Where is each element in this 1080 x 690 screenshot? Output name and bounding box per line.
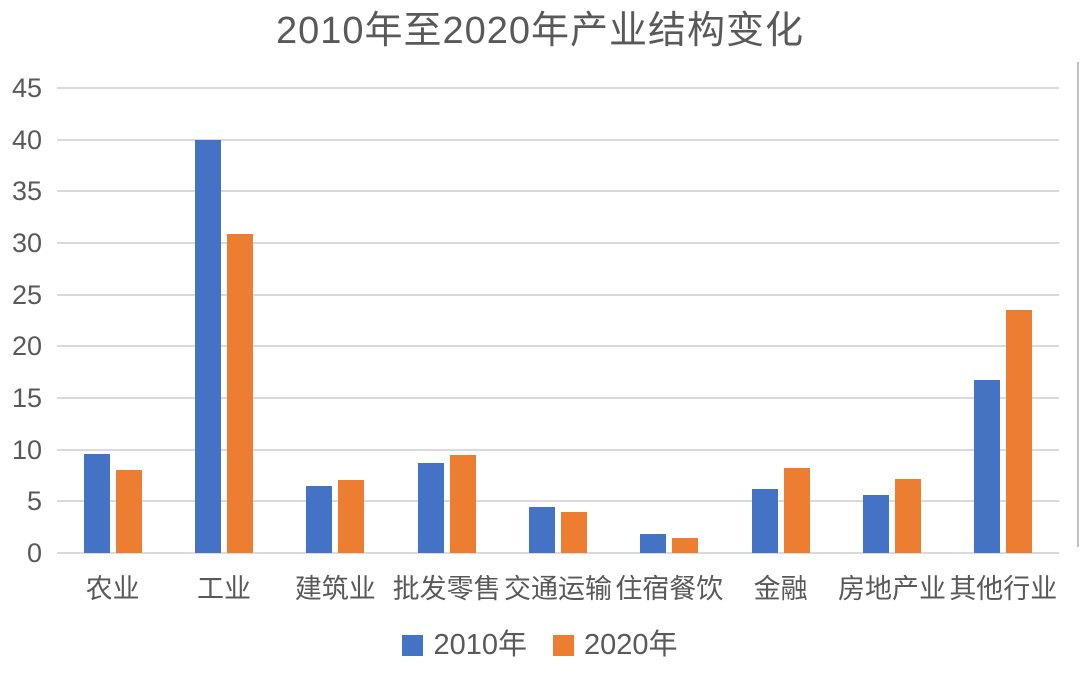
y-axis-tick-label: 35	[11, 176, 42, 207]
legend-item-2010年: 2010年	[402, 631, 527, 660]
y-axis-tick-label: 45	[11, 73, 42, 103]
bar-group	[391, 88, 502, 553]
bar-2010年	[751, 488, 778, 553]
x-axis-tick-label: 交通运输	[503, 574, 612, 604]
y-axis-tick-label: 5	[26, 486, 42, 517]
x-axis-tick-label: 建筑业	[294, 574, 376, 604]
bar-group	[725, 88, 836, 553]
legend-swatch	[402, 635, 424, 656]
y-axis-tick-label: 20	[11, 331, 42, 362]
gridline	[57, 190, 1059, 193]
y-axis-tick-label: 0	[26, 538, 42, 568]
bar-group	[168, 88, 279, 553]
bar-2020年	[338, 479, 365, 553]
y-axis-tick-label: 10	[11, 434, 42, 465]
bar-2020年	[449, 454, 476, 553]
bar-2010年	[306, 485, 333, 553]
y-axis-tick-label: 30	[11, 228, 42, 258]
gridline	[57, 242, 1059, 244]
legend-swatch	[553, 635, 574, 656]
bar-2010年	[528, 506, 555, 553]
gridline	[57, 397, 1059, 399]
bar-2010年	[862, 495, 889, 553]
bar-2020年	[894, 478, 921, 553]
bar-group	[948, 88, 1059, 553]
bar-2010年	[194, 139, 221, 553]
gridline	[57, 345, 1059, 348]
bar-group	[614, 88, 725, 553]
x-axis-tick-label: 住宿餐饮	[615, 574, 724, 604]
plot-area	[57, 87, 1059, 554]
x-axis-tick-label: 批发零售	[392, 574, 501, 604]
gridline	[57, 138, 1059, 141]
legend: 2010年 2020年	[0, 631, 1080, 660]
gridline	[57, 552, 1059, 554]
gridline	[57, 448, 1059, 451]
bar-2020年	[672, 537, 699, 553]
bar-group	[280, 88, 391, 553]
y-axis-tick-label: 25	[11, 279, 42, 310]
x-axis-tick-label: 其他行业	[949, 574, 1058, 604]
bar-2010年	[640, 534, 667, 553]
x-axis-tick-label: 房地产业	[837, 574, 946, 604]
bar-2010年	[417, 463, 444, 553]
chart-title: 2010年至2020年产业结构变化	[275, 10, 805, 52]
bar-2020年	[783, 468, 810, 553]
bar-2010年	[83, 453, 110, 553]
y-axis-tick-label: 40	[11, 124, 42, 155]
bar-2020年	[1006, 310, 1033, 553]
bar-group	[57, 88, 168, 553]
bar-2020年	[115, 470, 142, 553]
right-edge-line	[1077, 62, 1079, 547]
bar-2020年	[226, 233, 253, 553]
gridline	[57, 293, 1059, 296]
legend-label: 2020年	[584, 629, 678, 661]
x-axis-tick-label: 金融	[753, 574, 808, 604]
bar-2010年	[974, 380, 1001, 553]
gridline	[57, 500, 1059, 503]
legend-item-2020年: 2020年	[553, 631, 678, 660]
x-axis-tick-label: 工业	[196, 574, 251, 604]
bar-group	[502, 88, 613, 553]
gridline	[57, 87, 1059, 89]
y-axis-tick-label: 15	[11, 383, 42, 413]
bar-2020年	[560, 511, 587, 553]
legend-label: 2010年	[433, 629, 527, 661]
x-axis-tick-label: 农业	[85, 574, 140, 604]
bar-group	[836, 88, 947, 553]
